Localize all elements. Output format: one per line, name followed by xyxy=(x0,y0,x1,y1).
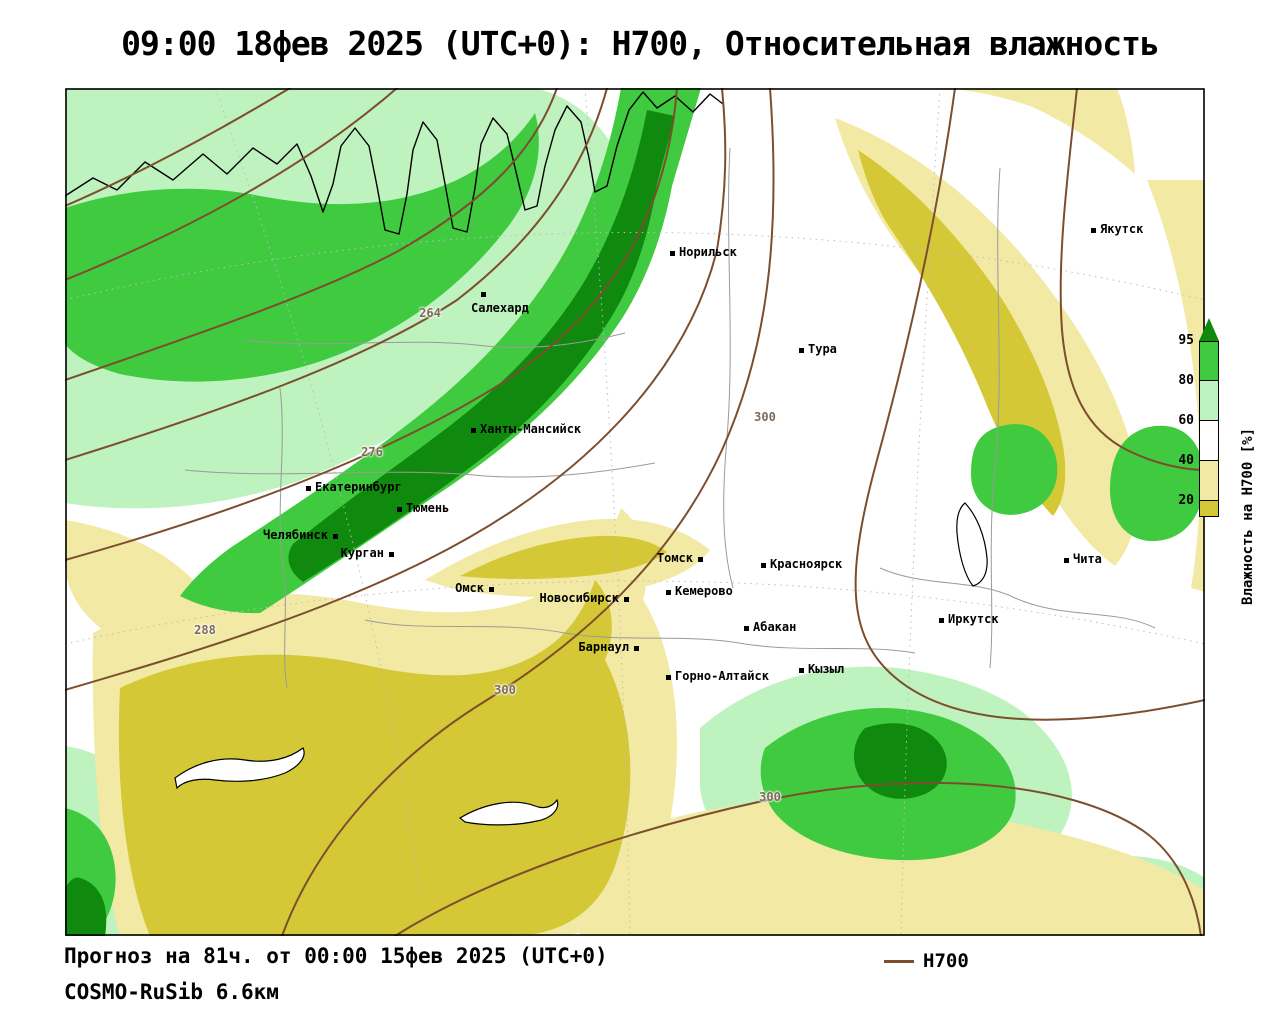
legend-label: H700 xyxy=(923,950,969,972)
forecast-info: Прогноз на 81ч. от 00:00 15фев 2025 (UTC… xyxy=(64,944,608,968)
contour-legend: H700 xyxy=(884,950,969,972)
colorbar-tick: 40 xyxy=(1178,453,1194,468)
humidity-region xyxy=(971,424,1058,515)
region-boundary xyxy=(723,147,734,589)
colorbar-tick: 80 xyxy=(1178,373,1194,388)
region-boundary xyxy=(989,167,1001,669)
h700-contour xyxy=(65,88,291,207)
colorbar-tick: 20 xyxy=(1178,493,1194,508)
lake-balkhash xyxy=(174,747,305,790)
graticule-line xyxy=(214,88,426,936)
colorbar-segment xyxy=(1199,501,1219,517)
arctic-coastline xyxy=(65,91,724,235)
height-contour-layer xyxy=(65,88,1205,936)
colorbar-tick: 60 xyxy=(1178,413,1194,428)
coastline-layer xyxy=(65,91,988,826)
colorbar-segment xyxy=(1199,341,1219,381)
lake-zaysan xyxy=(458,798,559,826)
humidity-region xyxy=(945,88,1135,174)
h700-contour xyxy=(65,88,398,281)
lake-baikal xyxy=(956,502,988,587)
model-info: COSMO-RuSib 6.6км xyxy=(64,980,279,1004)
h700-contour xyxy=(65,88,608,461)
h700-contour xyxy=(854,88,1205,721)
forecast-map xyxy=(65,88,1205,936)
humidity-colorbar xyxy=(1199,318,1219,517)
page-title: 09:00 18фев 2025 (UTC+0): H700, Относите… xyxy=(121,24,1160,63)
legend-line-sample xyxy=(884,960,914,963)
colorbar-segment xyxy=(1199,318,1219,341)
h700-contour-300 xyxy=(394,781,1202,936)
humidity-region xyxy=(1147,180,1205,592)
humidity-region xyxy=(65,520,227,675)
h700-contour-300 xyxy=(281,88,775,936)
colorbar-title: Влажность на H700 [%] xyxy=(1240,427,1256,605)
region-boundary xyxy=(279,387,288,689)
humidity-region xyxy=(1110,425,1205,542)
h700-contour xyxy=(1059,88,1205,471)
humidity-region xyxy=(118,580,631,936)
region-boundary xyxy=(184,462,656,478)
map-svg xyxy=(65,88,1205,936)
humidity-region xyxy=(560,799,1205,936)
region-boundary xyxy=(364,619,916,654)
humidity-fill-layer xyxy=(65,88,1205,936)
humidity-region xyxy=(460,535,667,579)
admin-boundary-layer xyxy=(184,147,1156,689)
colorbar-tick: 95 xyxy=(1178,333,1194,348)
humidity-region xyxy=(853,723,947,799)
h700-contour-276 xyxy=(65,88,678,561)
colorbar-segment xyxy=(1199,381,1219,421)
region-boundary xyxy=(879,567,1156,629)
h700-contour-264 xyxy=(65,88,558,381)
colorbar-segment xyxy=(1199,461,1219,501)
region-boundary xyxy=(244,332,626,348)
humidity-region xyxy=(65,877,107,936)
humidity-region xyxy=(65,113,539,382)
colorbar-ticks: 95 80 60 40 20 xyxy=(1166,333,1194,521)
graticule-line xyxy=(65,232,1205,301)
graticule-line xyxy=(584,88,631,936)
h700-contour-288 xyxy=(65,88,727,691)
colorbar-segment xyxy=(1199,421,1219,461)
graticule-layer xyxy=(65,88,1205,936)
humidity-region xyxy=(288,110,675,582)
